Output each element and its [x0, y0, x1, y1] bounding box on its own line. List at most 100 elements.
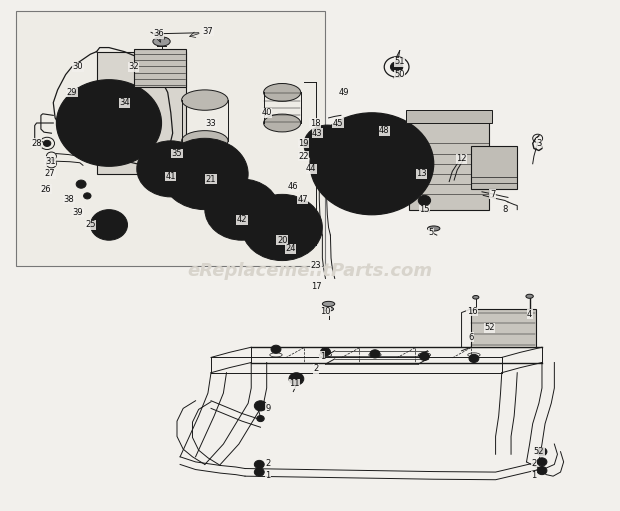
Circle shape	[391, 62, 403, 72]
Text: 20: 20	[277, 236, 288, 245]
Text: 3: 3	[536, 139, 542, 148]
Text: 49: 49	[339, 88, 349, 97]
Text: 2: 2	[265, 459, 270, 468]
Text: eReplacementParts.com: eReplacementParts.com	[187, 262, 433, 280]
Text: 15: 15	[419, 205, 430, 214]
Text: 51: 51	[394, 57, 405, 66]
Text: 1: 1	[531, 471, 536, 480]
Text: 29: 29	[66, 88, 77, 97]
Circle shape	[268, 216, 296, 239]
Circle shape	[321, 348, 330, 356]
Circle shape	[242, 194, 322, 261]
Text: 42: 42	[237, 215, 247, 224]
Text: 23: 23	[311, 261, 322, 270]
Text: 33: 33	[206, 119, 216, 128]
Circle shape	[189, 161, 220, 187]
Circle shape	[271, 345, 281, 353]
Ellipse shape	[428, 226, 440, 231]
Circle shape	[94, 110, 125, 136]
Ellipse shape	[182, 90, 228, 110]
Bar	[406, 110, 492, 123]
Circle shape	[257, 415, 264, 422]
Circle shape	[298, 240, 310, 250]
Ellipse shape	[324, 307, 334, 311]
Text: 4: 4	[527, 310, 532, 318]
Circle shape	[418, 170, 428, 178]
Circle shape	[159, 159, 183, 179]
Text: 41: 41	[166, 172, 176, 181]
Text: 35: 35	[172, 149, 182, 158]
Circle shape	[314, 133, 341, 156]
Text: 34: 34	[119, 98, 130, 107]
Bar	[97, 52, 186, 174]
Text: 37: 37	[203, 27, 213, 36]
Circle shape	[321, 140, 334, 150]
Text: 22: 22	[299, 152, 309, 160]
Circle shape	[537, 458, 547, 466]
Circle shape	[292, 375, 301, 382]
Text: 50: 50	[394, 70, 405, 79]
Circle shape	[310, 113, 434, 215]
Text: 44: 44	[306, 165, 316, 173]
Circle shape	[304, 125, 351, 164]
Text: 46: 46	[288, 182, 299, 191]
Circle shape	[84, 193, 91, 199]
Circle shape	[483, 317, 495, 327]
Text: 18: 18	[309, 119, 321, 128]
Text: 45: 45	[332, 119, 343, 128]
Circle shape	[254, 401, 267, 411]
Circle shape	[370, 350, 380, 358]
Text: 32: 32	[128, 62, 139, 72]
Text: 16: 16	[467, 307, 477, 316]
Text: 6: 6	[468, 333, 474, 341]
Text: 47: 47	[297, 195, 308, 204]
Circle shape	[537, 448, 547, 456]
Text: 38: 38	[63, 195, 74, 204]
Bar	[409, 121, 489, 210]
Text: 27: 27	[45, 170, 56, 178]
Text: 25: 25	[85, 220, 95, 229]
Circle shape	[205, 179, 279, 240]
Text: 28: 28	[31, 139, 42, 148]
Circle shape	[254, 468, 264, 476]
Text: 17: 17	[311, 282, 322, 291]
Circle shape	[76, 180, 86, 188]
Ellipse shape	[472, 295, 479, 299]
Text: 21: 21	[206, 175, 216, 183]
Circle shape	[537, 467, 547, 475]
Circle shape	[309, 129, 346, 160]
Text: 1: 1	[265, 471, 270, 480]
Bar	[134, 49, 186, 87]
Circle shape	[162, 138, 248, 210]
Bar	[16, 11, 326, 266]
Circle shape	[254, 460, 264, 469]
Text: 39: 39	[73, 207, 83, 217]
Text: 11: 11	[290, 380, 300, 388]
Text: 31: 31	[45, 157, 56, 166]
Text: 30: 30	[73, 62, 83, 72]
Text: 19: 19	[299, 139, 309, 148]
Bar	[471, 146, 517, 189]
Ellipse shape	[322, 301, 335, 307]
Ellipse shape	[153, 37, 170, 46]
Text: 26: 26	[40, 185, 51, 194]
Ellipse shape	[264, 114, 301, 132]
Circle shape	[137, 141, 205, 197]
Circle shape	[91, 210, 128, 240]
Circle shape	[420, 352, 430, 360]
Circle shape	[43, 141, 51, 147]
Circle shape	[318, 137, 337, 152]
Bar	[471, 309, 536, 347]
Text: 1: 1	[320, 352, 325, 361]
Text: 2: 2	[314, 364, 319, 373]
Text: 10: 10	[320, 307, 330, 316]
Circle shape	[418, 195, 431, 205]
Text: 40: 40	[262, 108, 272, 118]
Text: 52: 52	[534, 447, 544, 456]
Text: 43: 43	[312, 129, 323, 137]
Ellipse shape	[182, 131, 228, 151]
Circle shape	[469, 354, 479, 362]
Circle shape	[356, 151, 388, 176]
Circle shape	[289, 373, 304, 385]
Text: 9: 9	[265, 404, 270, 413]
